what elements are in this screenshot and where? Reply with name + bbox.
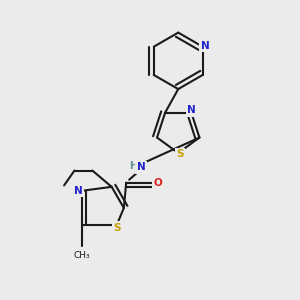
Text: N: N bbox=[137, 162, 146, 172]
Text: N: N bbox=[201, 40, 209, 50]
Text: H: H bbox=[130, 161, 138, 171]
Text: N: N bbox=[187, 105, 196, 115]
Text: S: S bbox=[113, 223, 121, 232]
Text: CH₃: CH₃ bbox=[74, 251, 91, 260]
Text: O: O bbox=[153, 178, 162, 188]
Text: S: S bbox=[176, 149, 184, 160]
Text: N: N bbox=[74, 186, 83, 196]
